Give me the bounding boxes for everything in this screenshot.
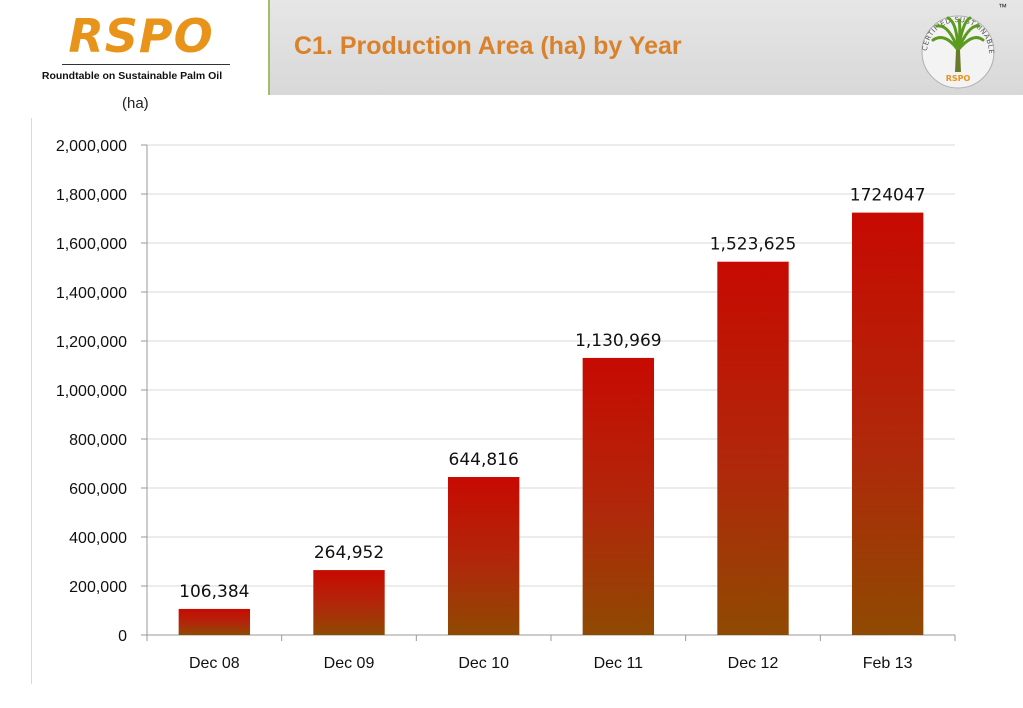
- trademark-symbol: ™: [998, 2, 1007, 12]
- x-tick-label: Dec 10: [458, 655, 509, 672]
- y-axis-unit-label: (ha): [122, 95, 149, 112]
- rspo-logo: RSPO: [68, 9, 214, 63]
- chart-frame-edge: [31, 118, 32, 684]
- logo-divider: [62, 64, 230, 65]
- seal-rspo-text: RSPO: [946, 74, 971, 83]
- bar-value-label: 1,130,969: [575, 331, 662, 351]
- bar-value-label: 1724047: [850, 186, 926, 206]
- logo-area: RSPO Roundtable on Sustainable Palm Oil: [0, 0, 268, 95]
- y-tick-label: 200,000: [69, 579, 127, 596]
- y-tick-label: 1,200,000: [56, 334, 127, 351]
- bar: [851, 212, 924, 635]
- bar-value-label: 264,952: [314, 543, 384, 563]
- bar: [178, 608, 251, 635]
- page-title: C1. Production Area (ha) by Year: [294, 32, 682, 60]
- palm-tree-icon: [931, 16, 985, 72]
- bar: [582, 357, 655, 635]
- bar: [717, 261, 789, 635]
- y-tick-label: 0: [118, 628, 127, 645]
- y-tick-label: 800,000: [69, 432, 127, 449]
- y-tick-label: 1,600,000: [56, 236, 127, 253]
- x-tick-label: Feb 13: [863, 655, 913, 672]
- x-tick-label: Dec 12: [728, 655, 779, 672]
- y-tick-label: 1,800,000: [56, 187, 127, 204]
- axes: 0 200,000 400,000 600,000 800,000 1,000,000 1,…: [56, 138, 956, 672]
- bar-value-label: 1,523,625: [710, 235, 797, 255]
- y-tick-label: 1,400,000: [56, 285, 127, 302]
- x-tick-label: Dec 11: [594, 655, 644, 672]
- y-tick-label: 2,000,000: [56, 138, 127, 155]
- x-tick-label: Dec 09: [324, 655, 375, 672]
- x-tick-label: Dec 08: [189, 655, 240, 672]
- logo-tagline: Roundtable on Sustainable Palm Oil: [41, 70, 223, 82]
- y-tick-label: 400,000: [69, 530, 127, 547]
- gridlines: [147, 144, 955, 587]
- title-banner: C1. Production Area (ha) by Year CERTIFI…: [268, 0, 1023, 95]
- bar: [447, 477, 520, 635]
- data-labels: 106,384 264,952 644,816 1,130,969 1,523,625 1…: [179, 186, 925, 602]
- rspo-certified-seal-icon: CERTIFIED SUSTAINABLE PALM OIL RSPO: [915, 6, 995, 89]
- bar-value-label: 106,384: [179, 582, 249, 602]
- y-tick-label: 1,000,000: [56, 383, 127, 400]
- bars: [178, 212, 924, 635]
- y-tick-label: 600,000: [69, 481, 127, 498]
- bar-value-label: 644,816: [449, 450, 519, 470]
- bar: [313, 570, 385, 635]
